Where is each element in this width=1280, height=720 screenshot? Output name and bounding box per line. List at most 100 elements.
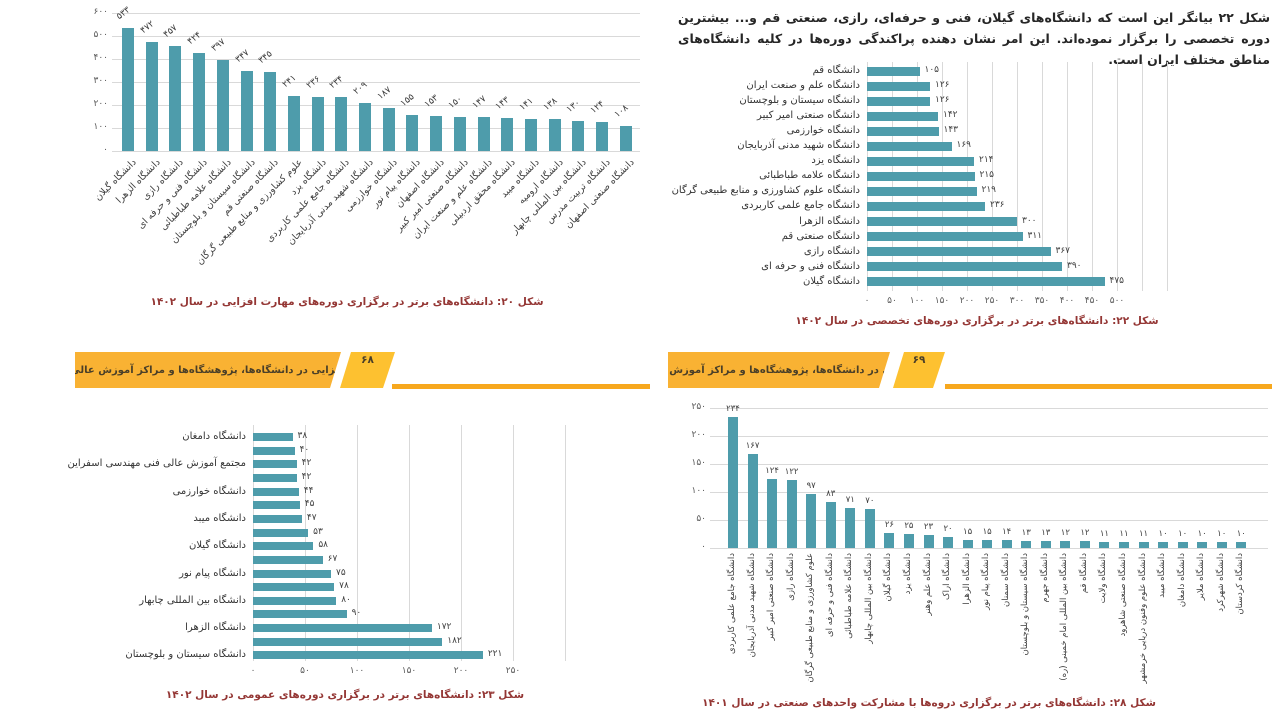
bar bbox=[548, 119, 561, 151]
category-label: دانشگاه صنعتی قم bbox=[781, 230, 860, 242]
bar bbox=[1177, 542, 1188, 548]
bar-value-label: ۳۶۷ bbox=[1055, 245, 1071, 256]
bar bbox=[253, 542, 314, 551]
bar bbox=[1236, 542, 1247, 548]
bar-value-label: ۴۲ bbox=[301, 471, 312, 482]
bar-value-label: ۴۷۵ bbox=[1109, 275, 1125, 286]
gridline bbox=[1017, 62, 1018, 291]
category-label: دانشگاه میبد bbox=[193, 512, 246, 524]
bar bbox=[253, 583, 335, 592]
gridline bbox=[1067, 62, 1068, 291]
page-69-banner: مهارت‌افزایی در دانشگاه‌ها، پژوهشگاه‌ها … bbox=[668, 352, 890, 388]
axis-tick-label: ۱۰۰ bbox=[349, 666, 365, 676]
bar-value-label: ۳۴۵ bbox=[257, 48, 275, 66]
bar bbox=[786, 479, 797, 548]
bar bbox=[982, 539, 993, 548]
bar-value-label: ۳۴۷ bbox=[233, 48, 251, 66]
figure-23-caption: شکل ۲۳: دانشگاه‌های برتر در برگزاری دوره… bbox=[165, 689, 525, 701]
bar-value-label: ۱۶۷ bbox=[745, 441, 760, 452]
bar-value-label: ۲۳۶ bbox=[990, 200, 1005, 211]
bar-value-label: ۱۵۳ bbox=[422, 92, 441, 110]
category-label: دانشگاه شهید مدنی آذربایجان bbox=[737, 140, 860, 152]
bar-value-label: ۵۸ bbox=[318, 540, 328, 551]
axis-tick-label: ۲۵۰ bbox=[984, 296, 1000, 306]
bar bbox=[1060, 541, 1071, 548]
bar bbox=[216, 59, 229, 151]
gridline bbox=[112, 36, 640, 37]
bar bbox=[867, 186, 977, 196]
category-label: دانشگاه علوم وفنون دریایی خرمشهر bbox=[1137, 553, 1148, 684]
axis-tick-label: ۶۰۰ bbox=[93, 7, 108, 17]
bar-value-label: ۱۳۸ bbox=[541, 96, 560, 114]
category-label: دانشگاه بین المللی امام خمینی (ره) bbox=[1059, 553, 1070, 681]
category-label: دانشگاه یزد bbox=[902, 553, 913, 595]
bar bbox=[264, 71, 277, 151]
banner-title: مهارت‌افزایی در دانشگاه‌ها، پژوهشگاه‌ها … bbox=[38, 364, 378, 376]
bar bbox=[1138, 541, 1149, 548]
bar bbox=[884, 533, 895, 548]
bar bbox=[867, 171, 975, 181]
bar bbox=[169, 45, 182, 151]
axis-tick-label: ۲۰۰ bbox=[453, 666, 469, 676]
bar-value-label: ۱۴۱ bbox=[517, 95, 536, 113]
bar bbox=[253, 555, 323, 564]
category-label: علوم کشاورزی و منابع طبیعی گرگان bbox=[805, 553, 816, 683]
gridline bbox=[461, 425, 462, 661]
bar-value-label: ۱۰ bbox=[1197, 529, 1207, 540]
axis-tick-label: ۰ bbox=[701, 542, 706, 552]
bar bbox=[867, 96, 930, 106]
axis-tick-label: ۰ bbox=[864, 296, 870, 306]
bar bbox=[619, 126, 632, 151]
bar-value-label: ۴۷۲ bbox=[138, 19, 157, 37]
bar bbox=[867, 247, 1051, 257]
bar-value-label: ۳۹۰ bbox=[1067, 260, 1082, 271]
bar-value-label: ۱۵۰ bbox=[446, 93, 465, 111]
category-label: دانشگاه الزهرا bbox=[185, 622, 246, 634]
category-label: دانشگاه شهید مدنی آذربایجان bbox=[746, 553, 757, 658]
gridline bbox=[992, 62, 993, 291]
category-label: دانشگاه سیستان و بلوچستان bbox=[1020, 553, 1031, 656]
category-label: دانشگاه علامه طباطبائی bbox=[844, 553, 855, 639]
category-label: دانشگاه جهرم bbox=[1039, 553, 1050, 603]
bar bbox=[867, 81, 930, 91]
bar bbox=[253, 528, 309, 537]
gridline bbox=[112, 82, 640, 83]
category-label: دانشگاه میبد bbox=[1157, 553, 1168, 598]
banner-title: مهارت‌افزایی در دانشگاه‌ها، پژوهشگاه‌ها … bbox=[609, 364, 949, 376]
axis-tick-label: ۲۵۰ bbox=[691, 402, 706, 412]
bar bbox=[253, 460, 297, 469]
gridline bbox=[1142, 62, 1143, 291]
category-label: دانشگاه الزهرا bbox=[799, 215, 860, 227]
gridline bbox=[112, 105, 640, 106]
bar-value-label: ۳۹۷ bbox=[209, 36, 228, 54]
bar-value-label: ۲۶ bbox=[884, 520, 894, 531]
bar bbox=[193, 53, 206, 151]
bar-value-label: ۱۰ bbox=[1217, 529, 1227, 540]
bar-value-label: ۱۵ bbox=[982, 526, 992, 537]
bar-value-label: ۴۴ bbox=[303, 485, 314, 496]
bar bbox=[825, 501, 836, 548]
axis-tick-label: ۱۵۰ bbox=[934, 296, 950, 306]
bar-value-label: ۲۴۱ bbox=[280, 72, 299, 90]
bar-value-label: ۱۰ bbox=[1236, 529, 1246, 540]
bar-value-label: ۱۳ bbox=[1041, 527, 1051, 538]
gridline bbox=[710, 408, 1268, 409]
bar bbox=[806, 493, 817, 548]
bar bbox=[335, 97, 348, 151]
category-label: دانشگاه صنعتی امیر کبیر bbox=[766, 553, 777, 641]
bar bbox=[253, 624, 432, 633]
category-label: دانشگاه صنعتی امیر کبیر bbox=[757, 110, 860, 122]
bar-value-label: ۱۱ bbox=[1119, 528, 1129, 539]
category-label: دانشگاه علوم کشاورزی و منابع طبیعی گرگان bbox=[671, 185, 860, 197]
axis-tick-label: ۴۰۰ bbox=[1059, 296, 1075, 306]
page-68-banner: مهارت‌افزایی در دانشگاه‌ها، پژوهشگاه‌ها … bbox=[75, 352, 341, 388]
category-label: دانشگاه علم وهنر bbox=[922, 553, 933, 616]
bar-value-label: ۱۰۵ bbox=[924, 65, 940, 75]
bar bbox=[867, 66, 920, 76]
bar bbox=[287, 95, 300, 151]
category-label: دانشگاه گیلان bbox=[802, 275, 860, 287]
bar-value-label: ۵۳ bbox=[313, 526, 323, 537]
bar-value-label: ۳۰۰ bbox=[1022, 215, 1037, 226]
bar-value-label: ۴۲۴ bbox=[185, 30, 204, 48]
figure-20-caption: شکل ۲۰: دانشگاه‌های برتر در برگزاری دوره… bbox=[150, 296, 544, 308]
